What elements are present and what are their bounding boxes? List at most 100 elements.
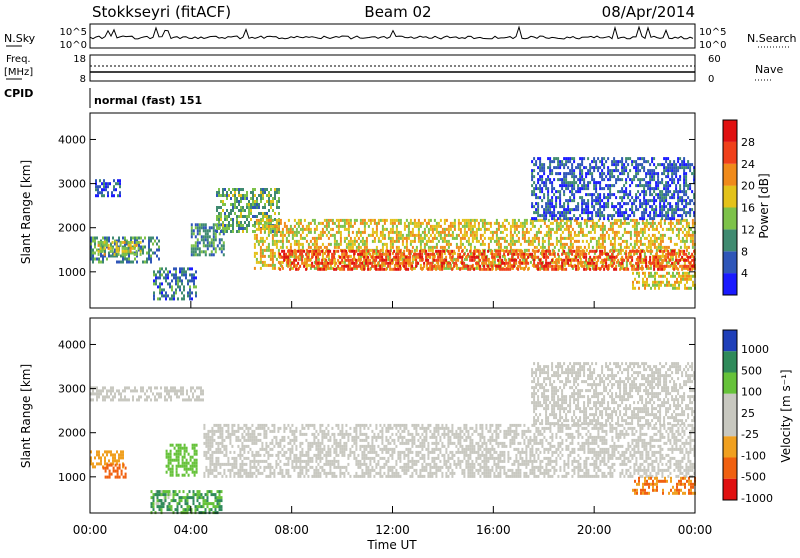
power-cell (623, 172, 625, 175)
power-cell (631, 265, 633, 268)
power-cell (635, 250, 637, 253)
power-cell (316, 240, 318, 243)
power-cell (547, 208, 549, 211)
power-cell (545, 184, 547, 187)
power-cell (555, 202, 557, 205)
power-cell (348, 246, 350, 249)
power-cell (547, 202, 549, 205)
power-cell (473, 250, 475, 253)
power-cell (591, 199, 593, 202)
velocity-heatmap (90, 362, 696, 514)
power-cell (106, 237, 108, 240)
power-cell (236, 230, 238, 233)
power-cell (651, 169, 653, 172)
power-cell (496, 237, 498, 240)
power-cell (599, 211, 601, 214)
power-cell (484, 225, 486, 228)
power-cell (660, 281, 662, 284)
power-cell (608, 234, 610, 237)
power-cell (213, 223, 215, 226)
power-cell (561, 178, 563, 181)
power-cell (507, 268, 509, 271)
power-cell (674, 281, 676, 284)
power-cell (421, 250, 423, 253)
power-cell (647, 265, 649, 268)
power-cell (581, 253, 583, 256)
power-cell (303, 250, 305, 253)
power-cell (189, 273, 191, 276)
power-cell (570, 237, 572, 240)
power-cell (435, 265, 437, 268)
power-cell (260, 261, 262, 264)
power-cell (412, 231, 414, 234)
power-cell (195, 226, 197, 229)
power-cell (603, 187, 605, 190)
power-cell (525, 253, 527, 256)
power-cell (297, 256, 299, 259)
power-cell (613, 169, 615, 172)
velocity-cell (156, 392, 158, 395)
power-cell (685, 253, 687, 256)
power-cell (631, 256, 633, 259)
power-cell (258, 222, 260, 225)
power-cell (587, 208, 589, 211)
power-cell (633, 178, 635, 181)
power-cell (563, 205, 565, 208)
power-cell (620, 237, 622, 240)
power-cell (313, 265, 315, 268)
power-cell (105, 188, 107, 191)
power-cell (232, 209, 234, 212)
power-cell (276, 234, 278, 237)
power-cell (667, 208, 669, 211)
power-cell (336, 219, 338, 222)
velocity-cell (102, 398, 104, 401)
power-cell (423, 262, 425, 265)
power-cell (448, 234, 450, 237)
power-cell (485, 256, 487, 259)
power-cell (601, 259, 603, 262)
power-cell (625, 211, 627, 214)
power-cell (136, 244, 138, 247)
power-cell (116, 261, 118, 264)
power-cell (667, 172, 669, 175)
power-cell (665, 211, 667, 214)
power-cell (319, 250, 321, 253)
power-cell (369, 253, 371, 256)
power-cell (244, 221, 246, 224)
power-cell (278, 206, 280, 209)
power-cell (549, 253, 551, 256)
power-cell (537, 211, 539, 214)
power-cell (175, 273, 177, 276)
power-cell (644, 281, 646, 284)
power-cell (468, 228, 470, 231)
power-cell (595, 163, 597, 166)
power-cell (590, 225, 592, 228)
power-cell (520, 225, 522, 228)
power-cell (293, 262, 295, 265)
power-cell (500, 243, 502, 246)
power-cell (561, 259, 563, 262)
power-cell (539, 169, 541, 172)
power-cell (571, 199, 573, 202)
power-cell (522, 234, 524, 237)
power-cell (332, 228, 334, 231)
power-cell (643, 178, 645, 181)
power-cell (649, 205, 651, 208)
power-cell (408, 225, 410, 228)
power-cell (474, 219, 476, 222)
power-cell (619, 211, 621, 214)
power-cell (193, 244, 195, 247)
power-cell (536, 231, 538, 234)
power-cell (325, 262, 327, 265)
power-cell (313, 253, 315, 256)
power-cell (565, 187, 567, 190)
power-cell (410, 243, 412, 246)
power-cell (563, 208, 565, 211)
power-cell (171, 297, 173, 300)
velocity-cell (120, 453, 122, 456)
power-cell (591, 175, 593, 178)
power-cell (458, 234, 460, 237)
power-cell (427, 253, 429, 256)
power-cell (501, 259, 503, 262)
power-cell (173, 294, 175, 297)
